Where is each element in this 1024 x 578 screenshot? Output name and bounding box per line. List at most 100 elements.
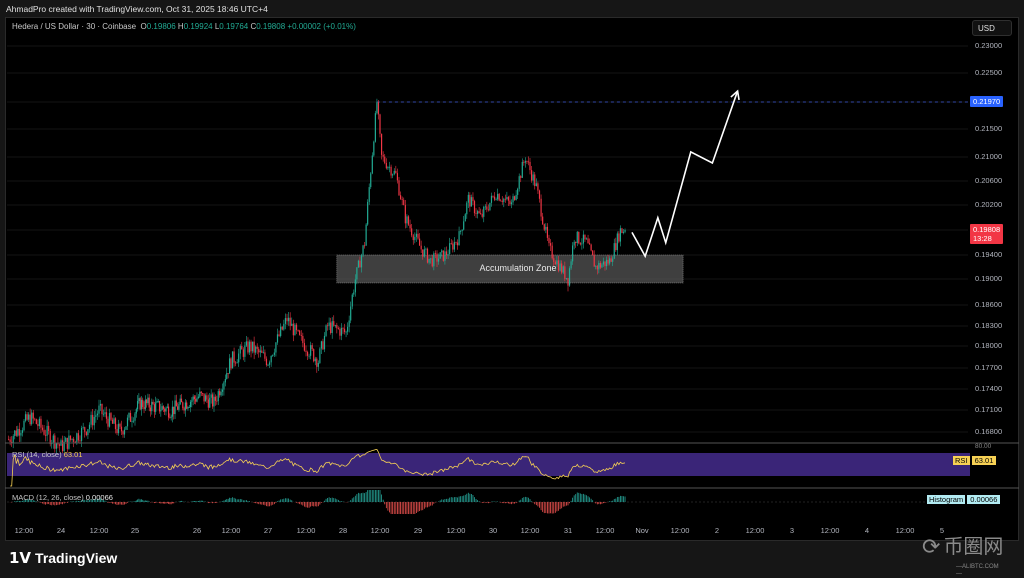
candle (334, 324, 336, 328)
candle (576, 230, 578, 247)
candle-body (9, 439, 11, 442)
candle-body (345, 331, 347, 333)
candle (186, 400, 188, 410)
rsi-badge-value: 63.01 (971, 456, 997, 465)
candle-body (556, 260, 558, 265)
candle-body (26, 414, 28, 420)
candle (207, 394, 209, 411)
candle-body (23, 420, 25, 431)
candle-body (244, 345, 246, 357)
candle (12, 434, 14, 449)
candle (267, 363, 269, 367)
candle-body (200, 391, 202, 394)
candle-body (273, 352, 275, 355)
candle (322, 338, 324, 351)
candle (543, 223, 545, 232)
candle (551, 242, 553, 260)
candle-body (113, 418, 115, 424)
candle (559, 260, 561, 272)
candle (226, 367, 228, 380)
candle-body (281, 326, 283, 330)
close-value: 0.19808 (256, 22, 286, 31)
candle (565, 278, 568, 280)
candle (35, 418, 37, 425)
candle-body (551, 245, 553, 259)
price-tick-label: 0.17100 (975, 405, 1003, 414)
watermark-text: 币圈网 (943, 536, 1004, 558)
candle (88, 422, 91, 433)
candle-body (57, 443, 59, 445)
candle (113, 414, 115, 424)
candle (264, 349, 266, 362)
candle (235, 360, 237, 367)
time-tick-label: 12:00 (670, 526, 690, 535)
candle-body (187, 407, 189, 409)
candle-body (239, 346, 241, 354)
time-tick-label: 5 (939, 526, 945, 535)
candle (144, 395, 146, 411)
candle (384, 154, 386, 165)
candle-body (325, 325, 327, 336)
candle (478, 206, 480, 214)
candle-body (294, 324, 296, 336)
candle-body (572, 245, 574, 262)
currency-button[interactable]: USD (972, 20, 1012, 36)
candle (612, 256, 614, 267)
candle-body (515, 194, 517, 200)
candle-body (399, 195, 402, 200)
candle (49, 428, 51, 447)
candle-body (211, 394, 214, 407)
candle (126, 414, 129, 431)
candle-body (14, 430, 16, 437)
candle (538, 189, 541, 203)
bar-countdown: 13:28 (973, 234, 992, 243)
grid (7, 45, 968, 433)
candle (590, 243, 592, 252)
candle (512, 193, 514, 206)
candle (216, 395, 218, 405)
candle (74, 440, 76, 443)
candle (313, 348, 315, 363)
candle-body (213, 396, 215, 407)
candle (385, 158, 387, 170)
candle (323, 332, 326, 353)
candle-body (140, 399, 143, 410)
candle (561, 260, 563, 275)
candle-body (126, 417, 129, 427)
candle-body (184, 402, 186, 411)
price-tick-label: 0.17700 (975, 363, 1003, 372)
candle (587, 234, 589, 244)
candle-body (275, 342, 277, 353)
candle (138, 393, 140, 404)
time-tick-label: 12:00 (221, 526, 241, 535)
candle-body (379, 114, 381, 134)
candle-body (492, 195, 494, 197)
candle-body (351, 294, 353, 307)
tradingview-logo[interactable]: 𝟭𝗩 TradingView (9, 549, 117, 567)
candle (363, 242, 366, 249)
candle (139, 396, 141, 411)
candle-body (255, 346, 257, 353)
candle-body (350, 306, 352, 321)
candle (281, 326, 283, 331)
candle (325, 324, 327, 338)
time-tick-label: 31 (563, 526, 573, 535)
candle-body (189, 401, 192, 408)
candle (131, 416, 133, 428)
watermark-icon: ⟳ (922, 534, 941, 559)
candle (114, 417, 117, 434)
candle-body (598, 262, 600, 270)
candle (270, 355, 272, 367)
candle-body (573, 241, 575, 246)
target-price-tag: 0.21970 (970, 96, 1004, 107)
candle (458, 226, 460, 246)
candle (128, 412, 130, 421)
time-tick-label: 4 (864, 526, 870, 535)
candle-body (343, 328, 346, 333)
candle (92, 409, 94, 430)
candle-body (367, 201, 369, 225)
candle-body (387, 166, 389, 169)
candle (158, 400, 161, 414)
candle (351, 293, 353, 310)
